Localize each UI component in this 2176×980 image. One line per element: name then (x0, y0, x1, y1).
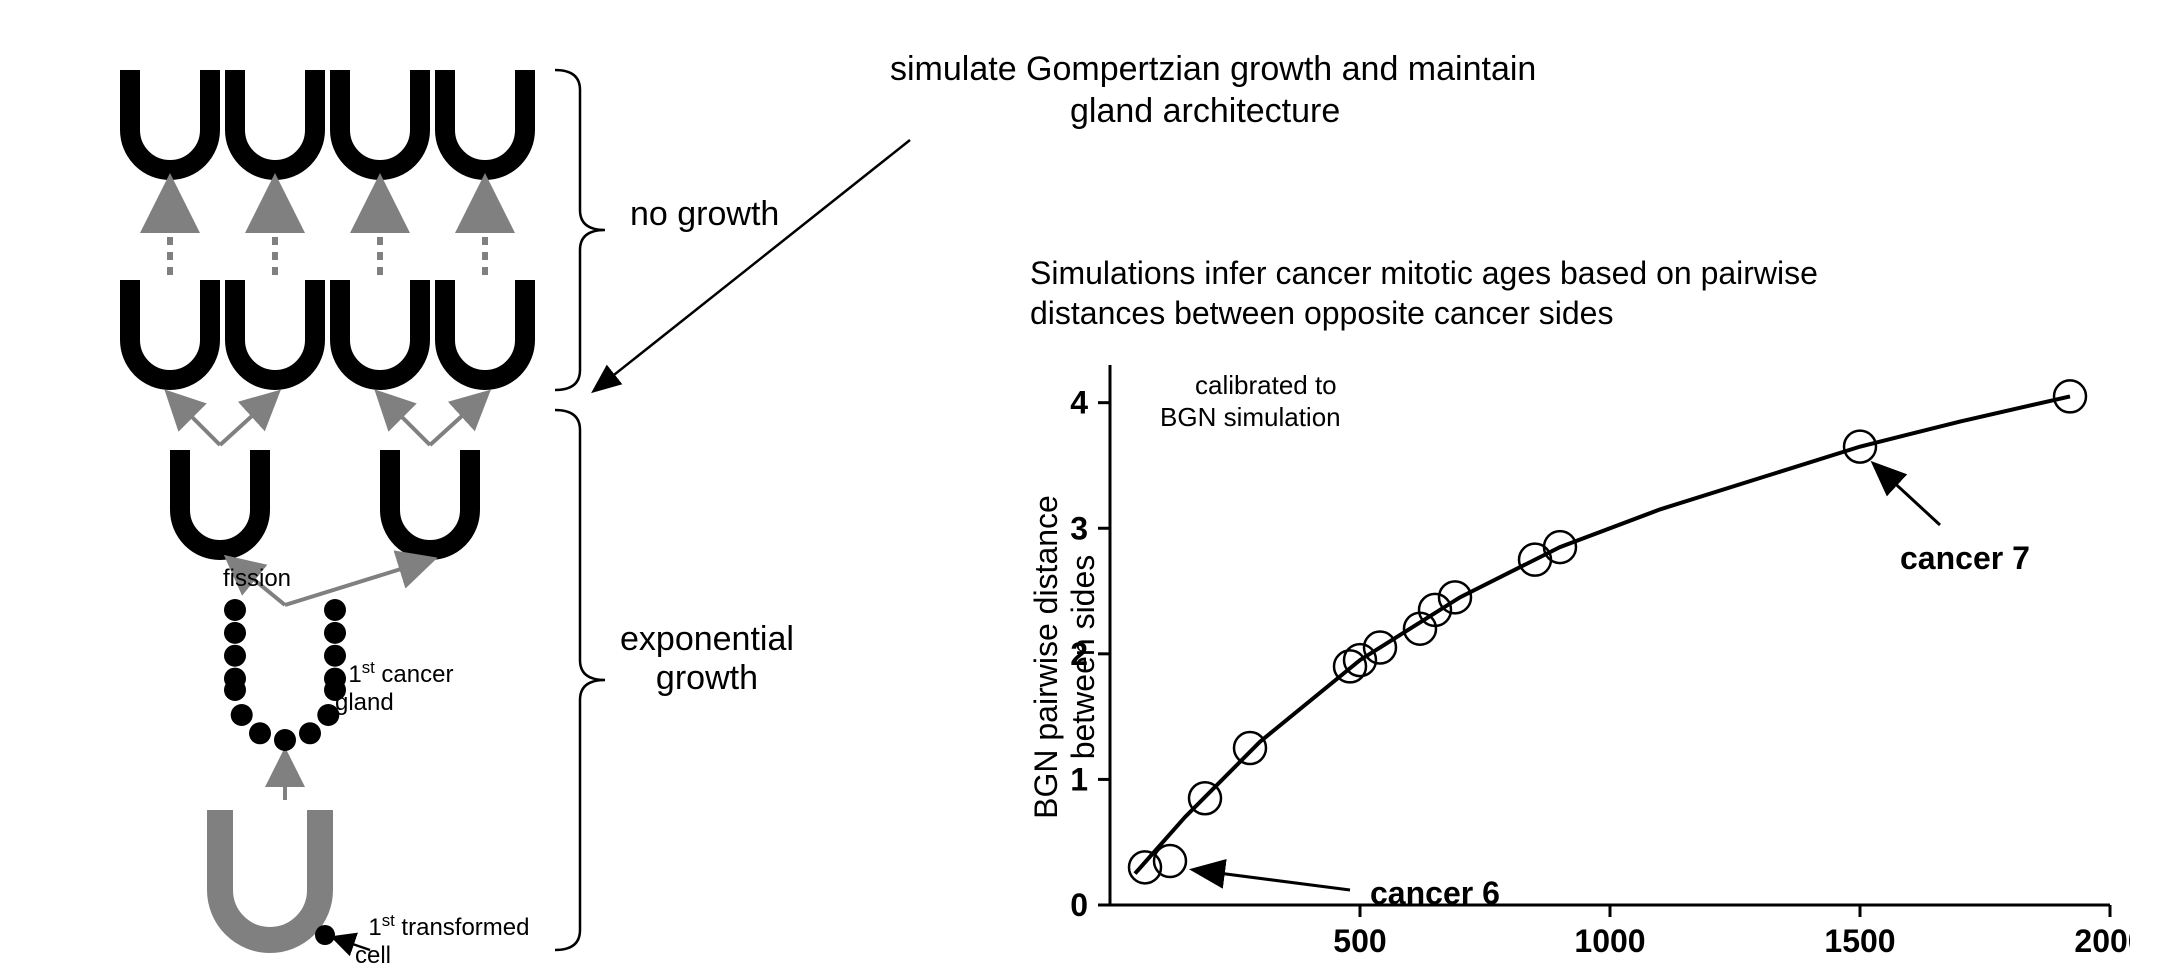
calib-line2: BGN simulation (1160, 402, 1341, 433)
first-cancer-gland-label: 1st cancer gland (335, 630, 453, 717)
svg-text:500: 500 (1333, 923, 1386, 959)
title-line1: simulate Gompertzian growth and maintain (890, 50, 1536, 89)
svg-text:2000: 2000 (2074, 923, 2130, 959)
exponential-growth-label: exponential growth (620, 620, 794, 698)
calib-line1: calibrated to (1195, 370, 1337, 401)
title-line2: gland architecture (1070, 92, 1340, 131)
fission-label: fission (223, 565, 291, 593)
first-transformed-cell-label: 1st transformed cell (355, 883, 529, 970)
cancer6-label: cancer 6 (1370, 875, 1500, 912)
svg-text:1500: 1500 (1824, 923, 1895, 959)
subtitle-line2: distances between opposite cancer sides (1030, 295, 1613, 332)
subtitle-line1: Simulations infer cancer mitotic ages ba… (1030, 255, 1818, 292)
title-arrow (580, 130, 980, 430)
growth-diagram (60, 30, 580, 980)
svg-text:1000: 1000 (1574, 923, 1645, 959)
cancer7-label: cancer 7 (1900, 540, 2030, 577)
y-axis-label: BGN pairwise distance between sides (1028, 387, 1102, 927)
